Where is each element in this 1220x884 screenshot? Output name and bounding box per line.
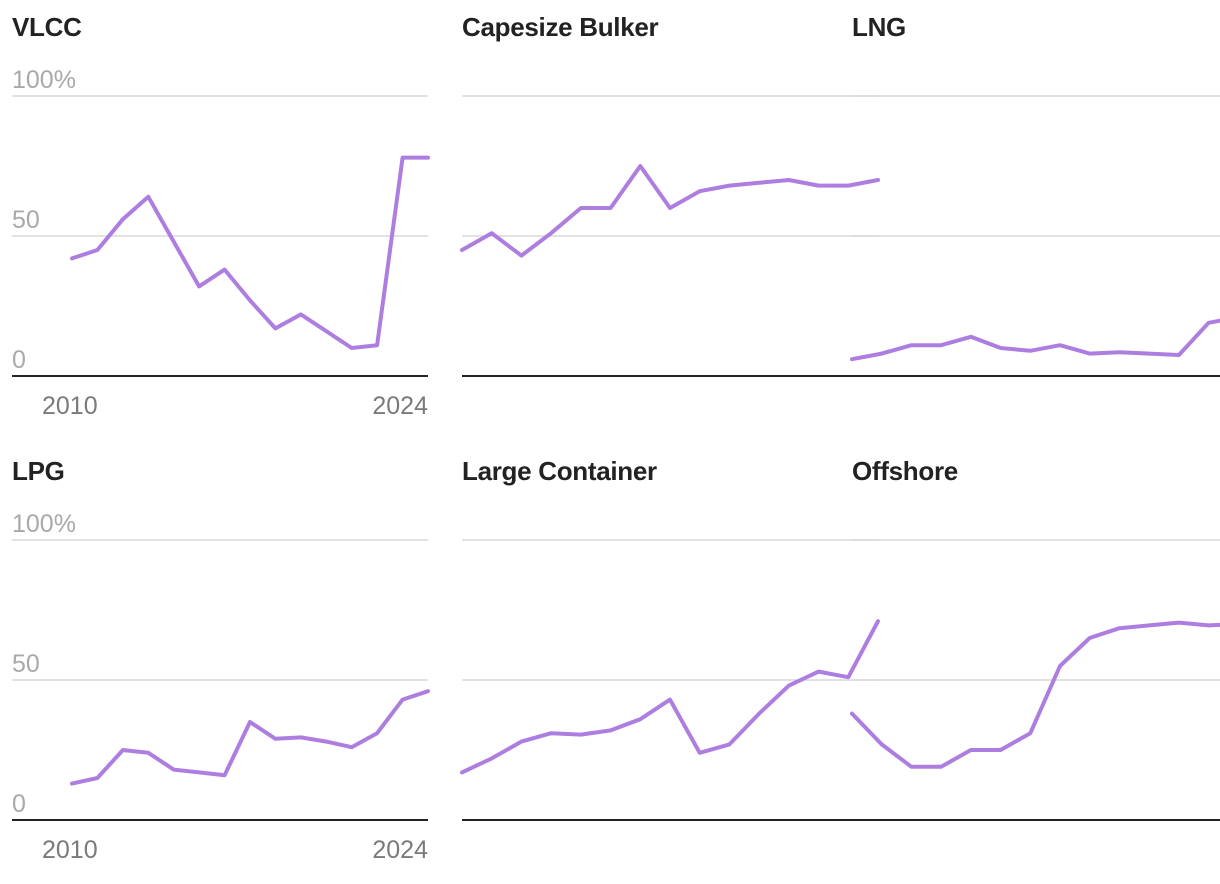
- panel-chart: 0 50 100% 2010 2024: [12, 66, 430, 420]
- panel-title: Offshore: [852, 456, 958, 486]
- panel-chart: 0 50 100% 2010 2024: [12, 510, 430, 864]
- y-tick-label: 50: [12, 206, 40, 234]
- panel-title: LNG: [852, 12, 906, 42]
- y-tick-label: 50: [12, 650, 40, 678]
- series-line: [460, 619, 880, 775]
- y-tick-label: 0: [12, 790, 26, 818]
- panel-title: Capesize Bulker: [462, 12, 659, 42]
- panel-title: Large Container: [462, 456, 657, 486]
- x-tick-label: 2010: [42, 392, 98, 420]
- series-line: [70, 689, 430, 786]
- panel-chart: [850, 95, 1220, 377]
- panel-chart: [850, 539, 1220, 821]
- y-tick-label: 0: [12, 346, 26, 374]
- x-tick-label: 2010: [42, 836, 98, 864]
- series-line: [70, 155, 430, 350]
- panel-chart: [460, 539, 880, 821]
- series-line: [850, 318, 1220, 362]
- series-line: [460, 164, 880, 258]
- panel-title: LPG: [12, 456, 65, 486]
- y-tick-label: 100%: [12, 510, 76, 538]
- series-line: [850, 620, 1220, 769]
- panel-chart: [460, 95, 880, 377]
- y-tick-label: 100%: [12, 66, 76, 94]
- x-tick-label: 2024: [372, 836, 428, 864]
- panel-title: VLCC: [12, 12, 82, 42]
- x-tick-label: 2024: [372, 392, 428, 420]
